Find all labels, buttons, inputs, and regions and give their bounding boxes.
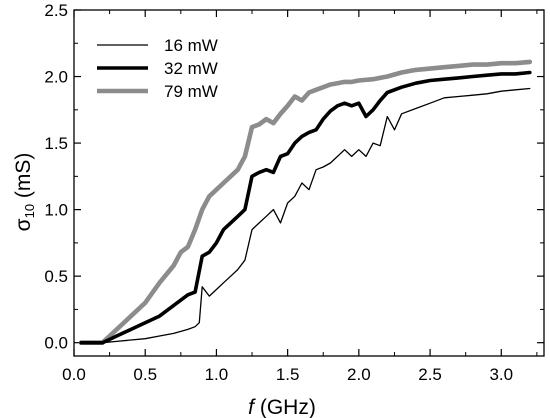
y-axis-label-unit: (mS)	[12, 153, 35, 204]
legend-label: 32 mW	[164, 59, 218, 78]
x-axis-label: f (GHz)	[248, 396, 316, 418]
plot-frame	[73, 9, 545, 357]
x-axis-label-symbol: f	[248, 396, 256, 418]
x-tick-label: 3.0	[489, 365, 513, 384]
series-layer	[78, 59, 533, 346]
x-tick-label: 2.5	[418, 365, 442, 384]
series-line-32-mw	[79, 70, 532, 345]
series-line-16-mw	[80, 87, 531, 344]
legend-label: 79 mW	[164, 82, 218, 101]
y-tick-label: 1.5	[44, 134, 68, 153]
x-tick-label: 1.5	[276, 365, 300, 384]
series-line-79-mw	[78, 59, 533, 346]
legend-label: 16 mW	[164, 36, 218, 55]
axis-ticks: 0.0 0.5 1.0 1.5 2.0 2.5 3.0 0.0 0.5 1.0 1.5 2.0 2.5	[44, 1, 544, 384]
y-axis-label: σ10 (mS)	[12, 153, 37, 232]
x-tick-label: 1.0	[205, 365, 229, 384]
x-tick-label: 2.0	[347, 365, 371, 384]
x-tick-label: 0.0	[62, 365, 86, 384]
x-tick-label: 0.5	[133, 365, 157, 384]
y-tick-label: 0.0	[44, 334, 68, 353]
y-tick-label: 2.0	[44, 68, 68, 87]
y-tick-label: 1.0	[44, 201, 68, 220]
y-tick-label: 2.5	[44, 1, 68, 20]
y-axis-label-subscript: 10	[22, 204, 37, 218]
x-axis-label-unit: (GHz)	[254, 396, 316, 418]
legend: 16 mW 32 mW 79 mW	[97, 36, 218, 101]
y-axis-label-symbol: σ	[12, 218, 35, 231]
y-tick-label: 0.5	[44, 267, 68, 286]
